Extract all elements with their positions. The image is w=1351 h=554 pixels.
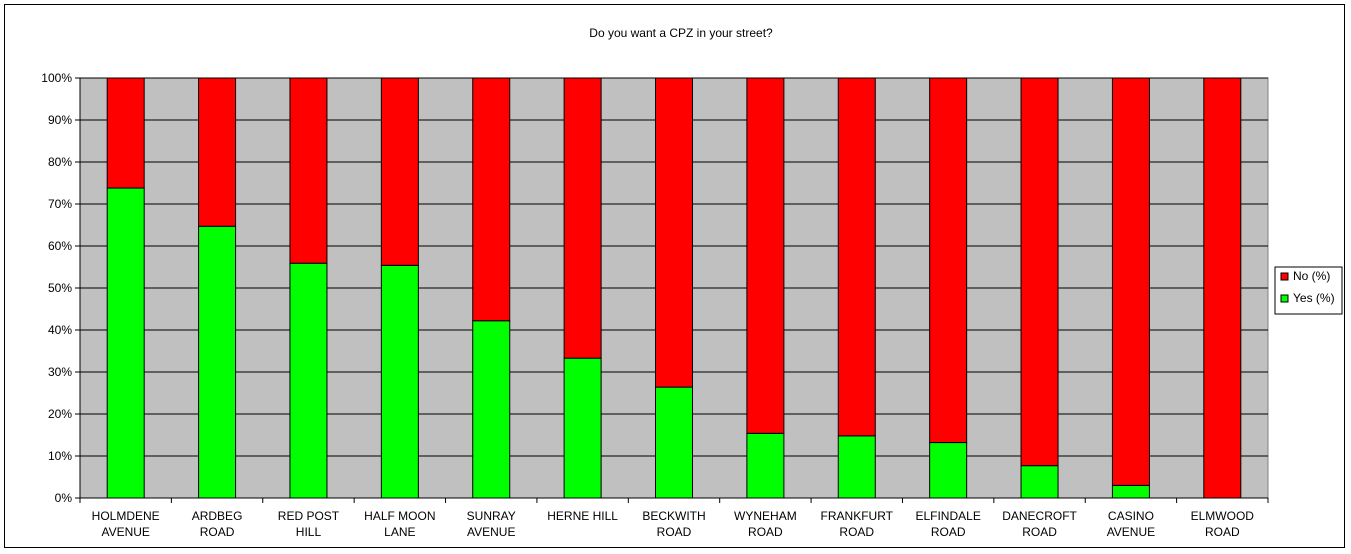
y-axis: 0% 10% 20% 30% 40% 50% 60% 70% 80% 90% 100% <box>41 71 81 505</box>
bar-no <box>1111 77 1150 486</box>
legend-swatch <box>1280 272 1289 281</box>
y-tick-label: 100% <box>41 71 72 85</box>
legend: No (%) Yes (%) <box>1274 266 1343 315</box>
bar-yes <box>563 357 602 499</box>
x-tick-label: ELFINDALE <box>915 509 980 523</box>
y-tick-label: 40% <box>48 323 72 337</box>
bar-no <box>1203 77 1242 499</box>
y-tick-label: 70% <box>48 197 72 211</box>
x-tick-label: HALF MOON <box>364 509 435 523</box>
chart-frame: Do you want a CPZ in your street? 0% 10% 2… <box>4 4 1345 548</box>
bar-no <box>837 77 876 437</box>
bar-no <box>289 77 328 264</box>
x-tick-label: HOLMDENE <box>92 509 160 523</box>
x-tick-label: CASINO <box>1108 509 1154 523</box>
bar-no <box>746 77 785 434</box>
bar-yes <box>837 435 876 499</box>
bar-yes <box>289 262 328 499</box>
x-tick-label: ARDBEG <box>192 509 243 523</box>
bar-yes <box>655 386 693 499</box>
y-tick-label: 90% <box>48 113 72 127</box>
bar-no <box>380 77 419 266</box>
bar-yes <box>106 187 145 499</box>
bar-no <box>198 77 237 227</box>
x-tick-label: AVENUE <box>101 525 149 539</box>
x-tick-label: HILL <box>296 525 322 539</box>
legend-label: Yes (%) <box>1293 291 1335 305</box>
x-tick-label: ROAD <box>839 525 874 539</box>
x-tick-label: LANE <box>384 525 415 539</box>
bar-no <box>472 77 511 322</box>
x-axis: HOLMDENE AVENUE ARDBEG ROAD RED POST HILL HALF… <box>79 497 1269 539</box>
bar-yes <box>1020 465 1059 499</box>
bar-no <box>1020 77 1059 467</box>
x-tick-label: WYNEHAM <box>734 509 797 523</box>
x-tick-label: ELMWOOD <box>1191 509 1255 523</box>
y-tick-label: 30% <box>48 365 72 379</box>
bar-yes <box>746 432 785 499</box>
x-tick-label: AVENUE <box>467 525 515 539</box>
bars <box>106 77 1242 499</box>
x-tick-label: ROAD <box>200 525 235 539</box>
bar-yes <box>929 442 968 499</box>
x-tick-label: ROAD <box>657 525 692 539</box>
bar-yes <box>1111 484 1150 499</box>
stacked-bar-chart: Do you want a CPZ in your street? 0% 10% 2… <box>41 26 1343 539</box>
x-tick-label: ROAD <box>931 525 966 539</box>
x-tick-label: BECKWITH <box>642 509 705 523</box>
x-tick-label: AVENUE <box>1107 525 1155 539</box>
chart-title: Do you want a CPZ in your street? <box>589 26 773 40</box>
x-tick-label: ROAD <box>1022 525 1057 539</box>
bar-no <box>563 77 602 359</box>
y-tick-label: 80% <box>48 155 72 169</box>
x-tick-label: SUNRAY <box>467 509 516 523</box>
x-tick-label: FRANKFURT <box>821 509 894 523</box>
bar-yes <box>472 320 511 499</box>
y-tick-label: 20% <box>48 407 72 421</box>
bar-no <box>655 77 693 388</box>
x-tick-label: DANECROFT <box>1002 509 1077 523</box>
x-tick-label: ROAD <box>748 525 783 539</box>
bar-yes <box>380 264 419 499</box>
bar-yes <box>198 225 237 499</box>
y-tick-label: 0% <box>55 491 73 505</box>
x-tick-label: RED POST <box>278 509 340 523</box>
y-tick-label: 60% <box>48 239 72 253</box>
y-tick-label: 10% <box>48 449 72 463</box>
x-tick-label: ROAD <box>1205 525 1240 539</box>
y-tick-label: 50% <box>48 281 72 295</box>
legend-label: No (%) <box>1293 269 1330 283</box>
legend-swatch <box>1280 294 1289 303</box>
bar-no <box>929 77 968 444</box>
x-tick-label: HERNE HILL <box>547 509 618 523</box>
bar-no <box>106 77 145 189</box>
